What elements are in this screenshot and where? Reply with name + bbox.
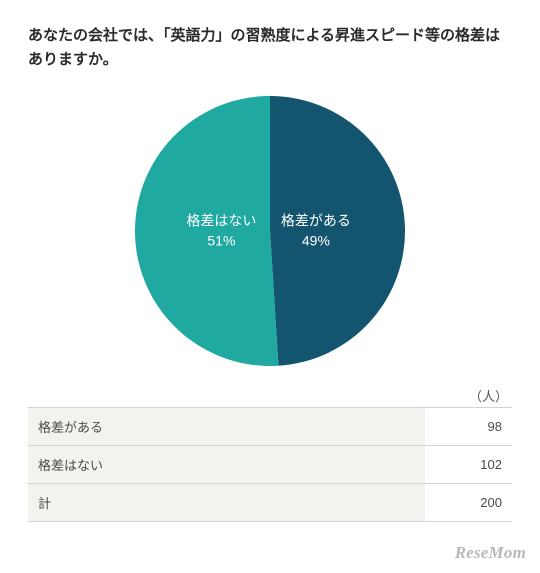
table-cell-label: 計: [28, 484, 425, 522]
table-row: 格差がある 98: [28, 408, 512, 446]
data-table: 格差がある 98 格差はない 102 計 200: [28, 407, 512, 522]
table-unit-label: （人）: [28, 386, 512, 405]
table-row: 格差はない 102: [28, 446, 512, 484]
table-row: 計 200: [28, 484, 512, 522]
table-cell-value: 98: [425, 408, 512, 446]
pie-svg: [135, 96, 405, 366]
table-cell-label: 格差はない: [28, 446, 425, 484]
slice-label-1: 格差はない51%: [186, 211, 256, 250]
pie-chart: 格差がある49% 格差はない51%: [135, 96, 405, 366]
table-cell-value: 102: [425, 446, 512, 484]
slice-label-0: 格差がある49%: [281, 211, 351, 250]
chart-title: あなたの会社では、「英語力」の習熟度による昇進スピード等の格差はありますか。: [28, 24, 512, 72]
table-cell-label: 格差がある: [28, 408, 425, 446]
watermark-logo: ReseMom: [455, 543, 526, 563]
pie-chart-container: 格差がある49% 格差はない51%: [28, 96, 512, 366]
table-cell-value: 200: [425, 484, 512, 522]
